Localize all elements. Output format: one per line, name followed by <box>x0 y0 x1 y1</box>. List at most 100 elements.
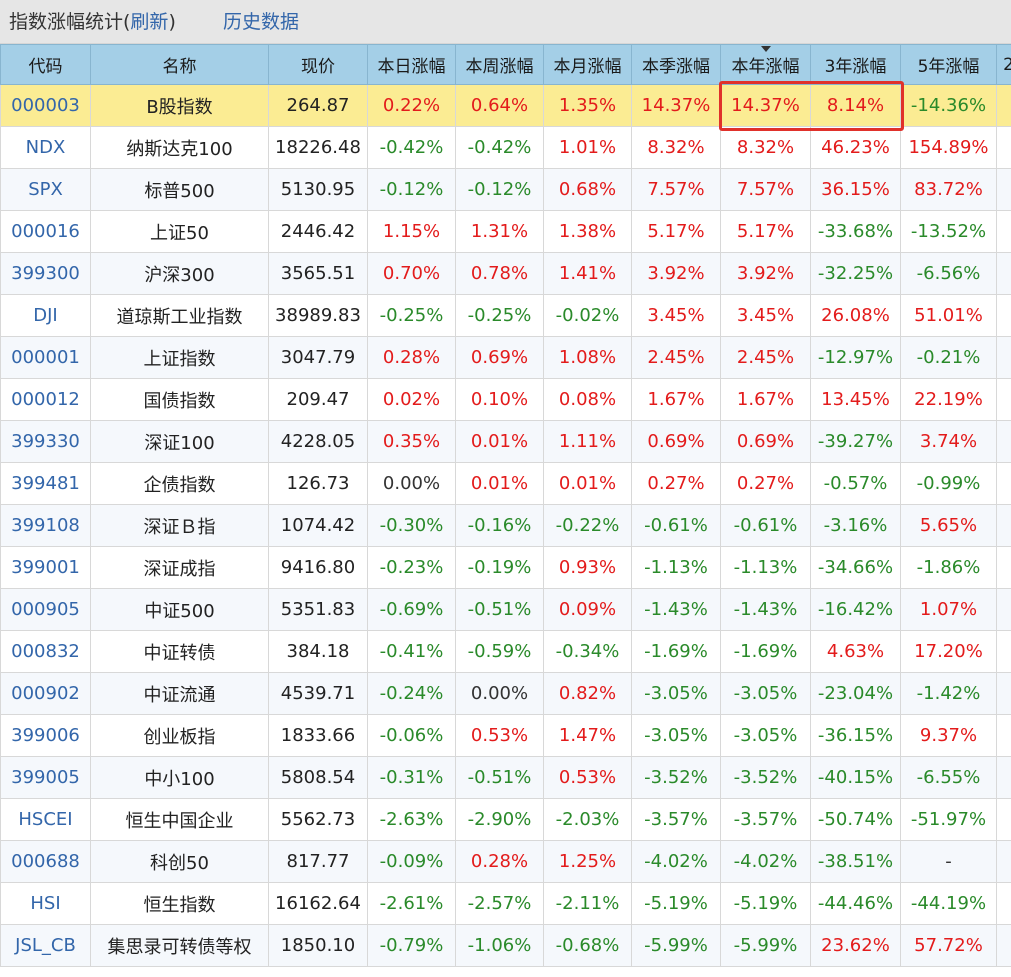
cell-code[interactable]: 399005 <box>0 756 91 799</box>
table-row[interactable]: 399330 深证100 4228.05 0.35% 0.01% 1.11% 0.69% 0.… <box>0 420 1011 463</box>
table-row[interactable]: 000016 上证50 2446.42 1.15% 1.31% 1.38% 5.17% 5.1… <box>0 210 1011 253</box>
table-row[interactable]: 399300 沪深300 3565.51 0.70% 0.78% 1.41% 3.92% 3.… <box>0 252 1011 295</box>
cell-day-change: -0.06% <box>367 714 456 757</box>
history-data-link[interactable]: 历史数据 <box>223 11 300 33</box>
cell-week-change: 0.01% <box>455 420 544 463</box>
cell-price: 264.87 <box>268 84 368 127</box>
cell-code[interactable]: 399006 <box>0 714 91 757</box>
cell-3year-change: -23.04% <box>810 672 901 715</box>
cell-month-change: -0.22% <box>543 504 632 547</box>
cell-3year-change: -33.68% <box>810 210 901 253</box>
cell-code[interactable]: HSCEI <box>0 798 91 841</box>
cell-code[interactable]: 399001 <box>0 546 91 589</box>
cell-week-change: -0.12% <box>455 168 544 211</box>
cell-code[interactable]: NDX <box>0 126 91 169</box>
cell-day-change: 0.02% <box>367 378 456 421</box>
cell-5year-change: 57.72% <box>900 924 997 967</box>
cell-code[interactable]: 399108 <box>0 504 91 547</box>
cell-code[interactable]: 000001 <box>0 336 91 379</box>
table-row[interactable]: HSCEI 恒生中国企业 5562.73 -2.63% -2.90% -2.03% -3.5… <box>0 798 1011 841</box>
cell-code[interactable]: JSL_CB <box>0 924 91 967</box>
col-header-quarter[interactable]: 本季涨幅 <box>631 44 721 85</box>
cell-day-change: -2.63% <box>367 798 456 841</box>
cell-3year-change: -40.15% <box>810 756 901 799</box>
col-header-more[interactable]: 2 <box>996 44 1011 85</box>
cell-code[interactable]: 399481 <box>0 462 91 505</box>
cell-code[interactable]: DJI <box>0 294 91 337</box>
cell-price: 384.18 <box>268 630 368 673</box>
cell-5year-change: - <box>900 840 997 883</box>
cell-5year-change: 9.37% <box>900 714 997 757</box>
cell-code[interactable]: 000902 <box>0 672 91 715</box>
cell-code[interactable]: 000688 <box>0 840 91 883</box>
table-row[interactable]: DJI 道琼斯工业指数 38989.83 -0.25% -0.25% -0.02% 3.45… <box>0 294 1011 337</box>
table-row[interactable]: 399001 深证成指 9416.80 -0.23% -0.19% 0.93% -1.13%… <box>0 546 1011 589</box>
cell-price: 1850.10 <box>268 924 368 967</box>
cell-code[interactable]: 000832 <box>0 630 91 673</box>
col-header-price[interactable]: 现价 <box>268 44 368 85</box>
cell-price: 18226.48 <box>268 126 368 169</box>
cell-week-change: 1.31% <box>455 210 544 253</box>
cell-day-change: -0.24% <box>367 672 456 715</box>
cell-year-change: -1.13% <box>720 546 811 589</box>
table-row[interactable]: 000905 中证500 5351.83 -0.69% -0.51% 0.09% -1.43… <box>0 588 1011 631</box>
page-title-close-paren: ) <box>168 11 176 33</box>
col-header-5year[interactable]: 5年涨幅 <box>900 44 997 85</box>
table-row[interactable]: 399005 中小100 5808.54 -0.31% -0.51% 0.53% -3.52… <box>0 756 1011 799</box>
cell-year-change: -3.57% <box>720 798 811 841</box>
cell-code[interactable]: 399330 <box>0 420 91 463</box>
col-header-year[interactable]: 本年涨幅 <box>720 44 811 85</box>
table-row[interactable]: 399006 创业板指 1833.66 -0.06% 0.53% 1.47% -3.05% -… <box>0 714 1011 757</box>
cell-5year-change: -14.36% <box>900 84 997 127</box>
cell-month-change: -0.68% <box>543 924 632 967</box>
cell-name: 沪深300 <box>90 252 269 295</box>
refresh-link[interactable]: 刷新 <box>130 11 169 33</box>
table-row[interactable]: 000012 国债指数 209.47 0.02% 0.10% 0.08% 1.67% 1.67… <box>0 378 1011 421</box>
table-row[interactable]: 000902 中证流通 4539.71 -0.24% 0.00% 0.82% -3.05% -… <box>0 672 1011 715</box>
table-row[interactable]: NDX 纳斯达克100 18226.48 -0.42% -0.42% 1.01% 8.32%… <box>0 126 1011 169</box>
cell-code[interactable]: 000003 <box>0 84 91 127</box>
table-row[interactable]: 399481 企债指数 126.73 0.00% 0.01% 0.01% 0.27% 0.27… <box>0 462 1011 505</box>
col-header-code[interactable]: 代码 <box>0 44 91 85</box>
cell-week-change: 0.78% <box>455 252 544 295</box>
table-row[interactable]: JSL_CB 集思录可转债等权 1850.10 -0.79% -1.06% -0.68% -… <box>0 924 1011 967</box>
col-header-day[interactable]: 本日涨幅 <box>367 44 456 85</box>
page-title: 指数涨幅统计(刷新) <box>9 0 176 44</box>
col-header-3year[interactable]: 3年涨幅 <box>810 44 901 85</box>
cell-price: 3047.79 <box>268 336 368 379</box>
col-header-month[interactable]: 本月涨幅 <box>543 44 632 85</box>
table-row[interactable]: 000001 上证指数 3047.79 0.28% 0.69% 1.08% 2.45% 2.4… <box>0 336 1011 379</box>
cell-name: 道琼斯工业指数 <box>90 294 269 337</box>
cell-name: 中证流通 <box>90 672 269 715</box>
cell-overflow <box>996 84 1011 127</box>
cell-5year-change: 1.07% <box>900 588 997 631</box>
cell-5year-change: -13.52% <box>900 210 997 253</box>
table-row[interactable]: 000832 中证转债 384.18 -0.41% -0.59% -0.34% -1.69%… <box>0 630 1011 673</box>
cell-code[interactable]: HSI <box>0 882 91 925</box>
table-row[interactable]: 399108 深证Ｂ指 1074.42 -0.30% -0.16% -0.22% -0.61… <box>0 504 1011 547</box>
cell-price: 3565.51 <box>268 252 368 295</box>
cell-code[interactable]: 000905 <box>0 588 91 631</box>
cell-3year-change: 13.45% <box>810 378 901 421</box>
cell-day-change: 0.35% <box>367 420 456 463</box>
cell-overflow <box>996 336 1011 379</box>
col-header-name[interactable]: 名称 <box>90 44 269 85</box>
cell-year-change: 14.37% <box>720 84 811 127</box>
table-row[interactable]: SPX 标普500 5130.95 -0.12% -0.12% 0.68% 7.57% 7.5… <box>0 168 1011 211</box>
table-row[interactable]: 000688 科创50 817.77 -0.09% 0.28% 1.25% -4.02% -4… <box>0 840 1011 883</box>
cell-code[interactable]: 000016 <box>0 210 91 253</box>
cell-code[interactable]: SPX <box>0 168 91 211</box>
cell-overflow <box>996 840 1011 883</box>
cell-code[interactable]: 000012 <box>0 378 91 421</box>
cell-3year-change: -34.66% <box>810 546 901 589</box>
cell-code[interactable]: 399300 <box>0 252 91 295</box>
cell-5year-change: 5.65% <box>900 504 997 547</box>
cell-year-change: -3.52% <box>720 756 811 799</box>
col-header-week[interactable]: 本周涨幅 <box>455 44 544 85</box>
cell-year-change: 5.17% <box>720 210 811 253</box>
cell-day-change: 0.70% <box>367 252 456 295</box>
table-row[interactable]: 000003 B股指数 264.87 0.22% 0.64% 1.35% 14.37% 14.… <box>0 84 1011 127</box>
table-row[interactable]: HSI 恒生指数 16162.64 -2.61% -2.57% -2.11% -5.19% -… <box>0 882 1011 925</box>
